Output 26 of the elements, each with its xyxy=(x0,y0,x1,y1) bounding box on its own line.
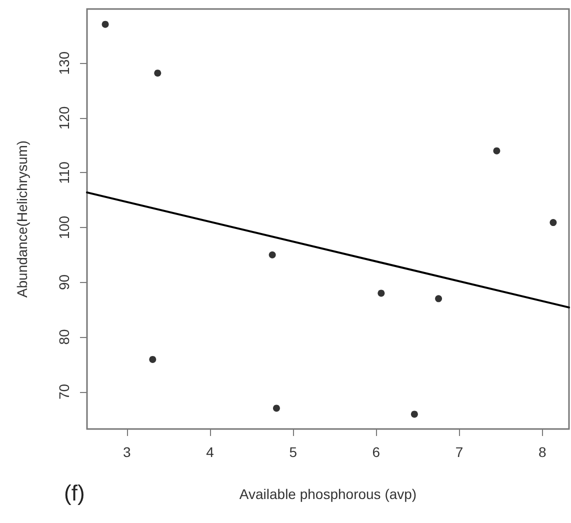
x-tick-label: 3 xyxy=(122,444,131,460)
point xyxy=(435,295,442,302)
point xyxy=(149,356,156,363)
text: (f) xyxy=(64,480,85,506)
x-tick-label: 6 xyxy=(372,444,380,460)
point xyxy=(378,290,385,297)
y-tick-label: 70 xyxy=(56,384,72,400)
point xyxy=(410,410,418,418)
point xyxy=(493,147,500,154)
point xyxy=(268,251,276,258)
y-tick-label: 100 xyxy=(56,216,72,240)
y-axis-title: Abundance(Helichrysum) xyxy=(14,140,30,298)
x-tick-label: 7 xyxy=(455,444,464,460)
point xyxy=(272,404,280,412)
y-tick-label: 130 xyxy=(56,51,72,75)
x-tick-label: 4 xyxy=(206,444,214,460)
x-axis-title: Available phosphorous (avp) xyxy=(239,486,417,502)
y-tick-label: 80 xyxy=(56,329,72,345)
point xyxy=(154,70,162,77)
x-tick-label: 8 xyxy=(538,444,547,460)
point xyxy=(102,20,109,28)
y-tick-label: 90 xyxy=(56,274,72,290)
y-tick-label: 120 xyxy=(56,106,72,130)
point xyxy=(550,219,557,226)
y-tick-label: 110 xyxy=(56,161,72,184)
x-tick-label: 5 xyxy=(289,444,298,460)
